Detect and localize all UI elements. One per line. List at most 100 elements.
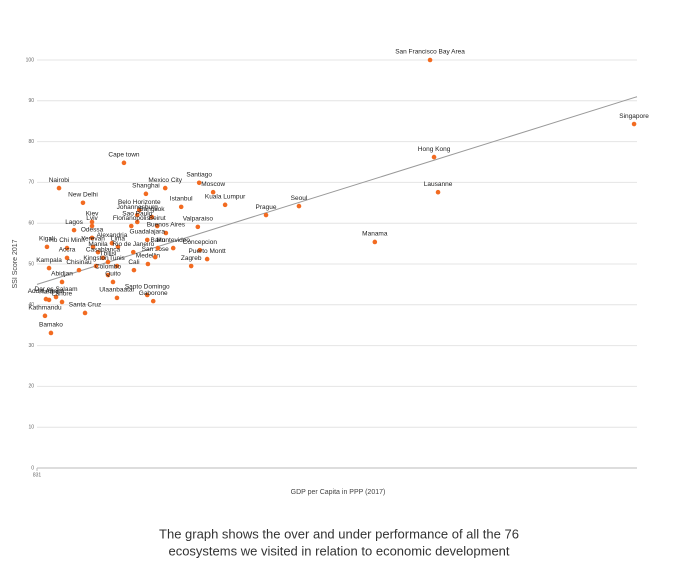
data-point <box>145 261 151 267</box>
point-label: Addis Ababa <box>28 288 65 295</box>
data-point <box>42 313 48 319</box>
point-label: Lagos <box>65 219 83 226</box>
data-point <box>89 219 95 225</box>
data-point <box>134 219 140 225</box>
point-label: Kigali <box>39 236 55 243</box>
data-point <box>44 244 50 250</box>
data-point <box>296 203 302 209</box>
data-point <box>59 279 65 285</box>
point-label: Manila <box>88 241 108 248</box>
data-point <box>152 254 158 260</box>
y-tick-label: 0 <box>31 465 34 471</box>
point-label: Santo Domingo <box>125 284 170 291</box>
data-point <box>80 200 86 206</box>
data-point <box>89 235 95 241</box>
y-tick-label: 50 <box>28 261 34 267</box>
data-point <box>144 292 150 298</box>
point-label: Kiev <box>86 211 99 218</box>
point-label: Chisinau <box>66 259 92 266</box>
data-point <box>128 223 134 229</box>
data-point <box>188 263 194 269</box>
data-point <box>204 256 210 262</box>
y-axis-label: SSI Score 2017 <box>12 239 19 288</box>
data-point <box>46 297 52 303</box>
point-label: Medellin <box>136 253 161 260</box>
data-point <box>56 185 62 191</box>
y-tick-label: 10 <box>28 425 34 431</box>
point-label: Concepcion <box>183 239 218 246</box>
point-label: Mexico City <box>148 177 182 184</box>
data-point <box>95 249 101 255</box>
data-point <box>114 295 120 301</box>
point-label: Kampala <box>36 257 62 264</box>
data-point <box>427 57 433 63</box>
data-point <box>197 247 203 253</box>
data-point <box>76 267 82 273</box>
point-label: New Delhi <box>68 192 98 199</box>
data-point <box>149 214 155 220</box>
point-label: Alexandria <box>97 232 128 239</box>
y-tick-label: 90 <box>28 98 34 104</box>
point-label: Shanghai <box>132 183 159 190</box>
point-label: Lima <box>111 236 125 243</box>
y-tick-label: 100 <box>26 57 35 63</box>
point-label: Buenos Aires <box>147 222 186 229</box>
point-label: Bangkok <box>139 206 165 213</box>
data-point <box>105 272 111 278</box>
point-label: San Jose <box>142 246 169 253</box>
point-label: Odessa <box>81 227 104 234</box>
data-point <box>46 265 52 271</box>
data-point <box>115 244 121 250</box>
point-label: Lviv <box>86 215 98 222</box>
point-label: Puerto Montt <box>189 248 226 255</box>
point-label: Santiago <box>186 172 212 179</box>
point-label: Ulaanbaatar <box>99 287 135 294</box>
point-label: Valparaiso <box>183 216 214 223</box>
data-point <box>110 279 116 285</box>
data-point <box>82 310 88 316</box>
point-label: Yerevan <box>81 236 105 243</box>
caption-line: The graph shows the over and under perfo… <box>159 526 519 541</box>
point-label: Kuala Lumpur <box>205 194 246 201</box>
data-point <box>154 223 160 229</box>
data-point <box>155 245 161 251</box>
x-tick-label: 831 <box>33 472 42 478</box>
data-point <box>143 191 149 197</box>
data-point <box>210 189 216 195</box>
point-label: Harare <box>39 289 59 296</box>
data-point <box>109 240 115 246</box>
point-label: Abidjan <box>51 271 73 278</box>
data-point <box>178 204 184 210</box>
data-point <box>631 121 637 127</box>
point-label: Cape town <box>108 152 139 159</box>
point-label: Lahore <box>52 291 73 298</box>
y-tick-label: 30 <box>28 343 34 349</box>
data-point <box>121 160 127 166</box>
trend-line <box>36 96 638 285</box>
data-point <box>170 245 176 251</box>
point-label: Manama <box>362 231 388 238</box>
y-tick-label: 70 <box>28 180 34 186</box>
point-label: Rio de Janeiro <box>112 241 154 248</box>
point-label: Tunis <box>109 255 125 262</box>
y-tick-label: 40 <box>28 302 34 308</box>
data-point <box>93 263 99 269</box>
point-label: Montevideo <box>156 237 190 244</box>
point-label: Sao Paulo <box>122 211 152 218</box>
point-label: Istanbul <box>170 196 193 203</box>
y-tick-label: 60 <box>28 221 34 227</box>
point-label: Zagreb <box>181 255 202 262</box>
y-tick-label: 20 <box>28 384 34 390</box>
x-axis-label: GDP per Capita in PPP (2017) <box>291 489 386 496</box>
data-point <box>89 223 95 229</box>
point-label: Moscow <box>201 181 225 188</box>
point-label: Seoul <box>291 195 308 202</box>
point-label: Beirut <box>149 215 166 222</box>
point-label: Florianopolis <box>113 215 151 222</box>
data-point <box>53 294 59 300</box>
point-label: Colombo <box>95 264 121 271</box>
data-point <box>222 202 228 208</box>
point-label: Kathmandu <box>28 305 62 312</box>
